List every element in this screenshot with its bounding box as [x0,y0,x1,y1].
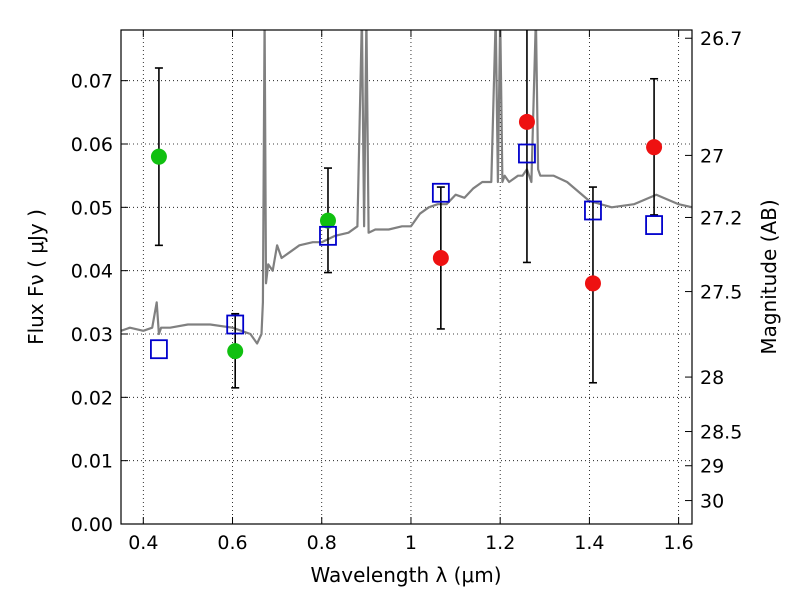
model-flux-square [584,200,602,221]
y-tick-label: 0.06 [71,134,113,156]
x-tick-label: 1 [405,532,417,554]
y-tick-label: 0.07 [71,71,113,93]
y2-axis-label: Magnitude (AB) [757,199,781,354]
model-flux-square [645,215,663,235]
y-tick-label: 0.05 [71,197,113,219]
flux-data-point [432,250,449,266]
y2-tick-label: 28.5 [700,422,742,444]
y-axis-ticks: 0.00 0.01 0.02 0.03 0.04 0.05 0.06 0.07 [71,71,128,536]
x-tick-label: 1.6 [664,532,694,554]
y2-tick-label: 29 [700,456,724,478]
y-tick-label: 0.04 [71,261,113,283]
model-flux-square [518,143,536,164]
sed-model-curve [121,30,692,345]
y-tick-label: 0.03 [71,324,113,346]
data-markers [150,113,663,360]
y2-tick-label: 27.2 [700,207,742,229]
flux-data-point [646,139,663,156]
flux-data-point [518,113,535,130]
model-flux-square [431,182,450,203]
x-axis-ticks: 0.4 0.6 0.8 1 1.2 1.4 1.6 [128,30,694,554]
y2-tick-label: 30 [700,491,724,513]
plot-frame [120,29,693,525]
x-axis-label: Wavelength λ (μm) [310,563,501,587]
flux-data-point [584,275,601,292]
y2-tick-label: 27.5 [700,282,742,304]
model-flux-square [226,314,245,335]
y-tick-label: 0.02 [71,387,113,409]
model-flux-square [150,339,168,360]
y-axis-label: Flux Fν ( μJy ) [24,209,48,345]
flux-data-point [150,148,167,165]
y-tick-label: 0.00 [71,514,113,536]
y2-tick-label: 27 [700,145,724,167]
x-tick-label: 0.4 [128,532,158,554]
flux-data-point [227,343,244,360]
model-flux-square [319,225,337,246]
sed-curve-layer [121,30,692,345]
x-tick-label: 1.2 [485,532,515,554]
flux-data-point [319,212,336,229]
y-tick-label: 0.01 [71,451,113,473]
x-tick-label: 0.6 [217,532,247,554]
y2-axis-ticks: 26.7 27 27.2 27.5 28 28.5 29 30 [685,28,742,513]
x-tick-label: 0.8 [307,532,337,554]
y2-tick-label: 26.7 [700,28,742,50]
y2-tick-label: 28 [700,367,724,389]
grid-lines [121,30,692,525]
x-tick-label: 1.4 [574,532,604,554]
